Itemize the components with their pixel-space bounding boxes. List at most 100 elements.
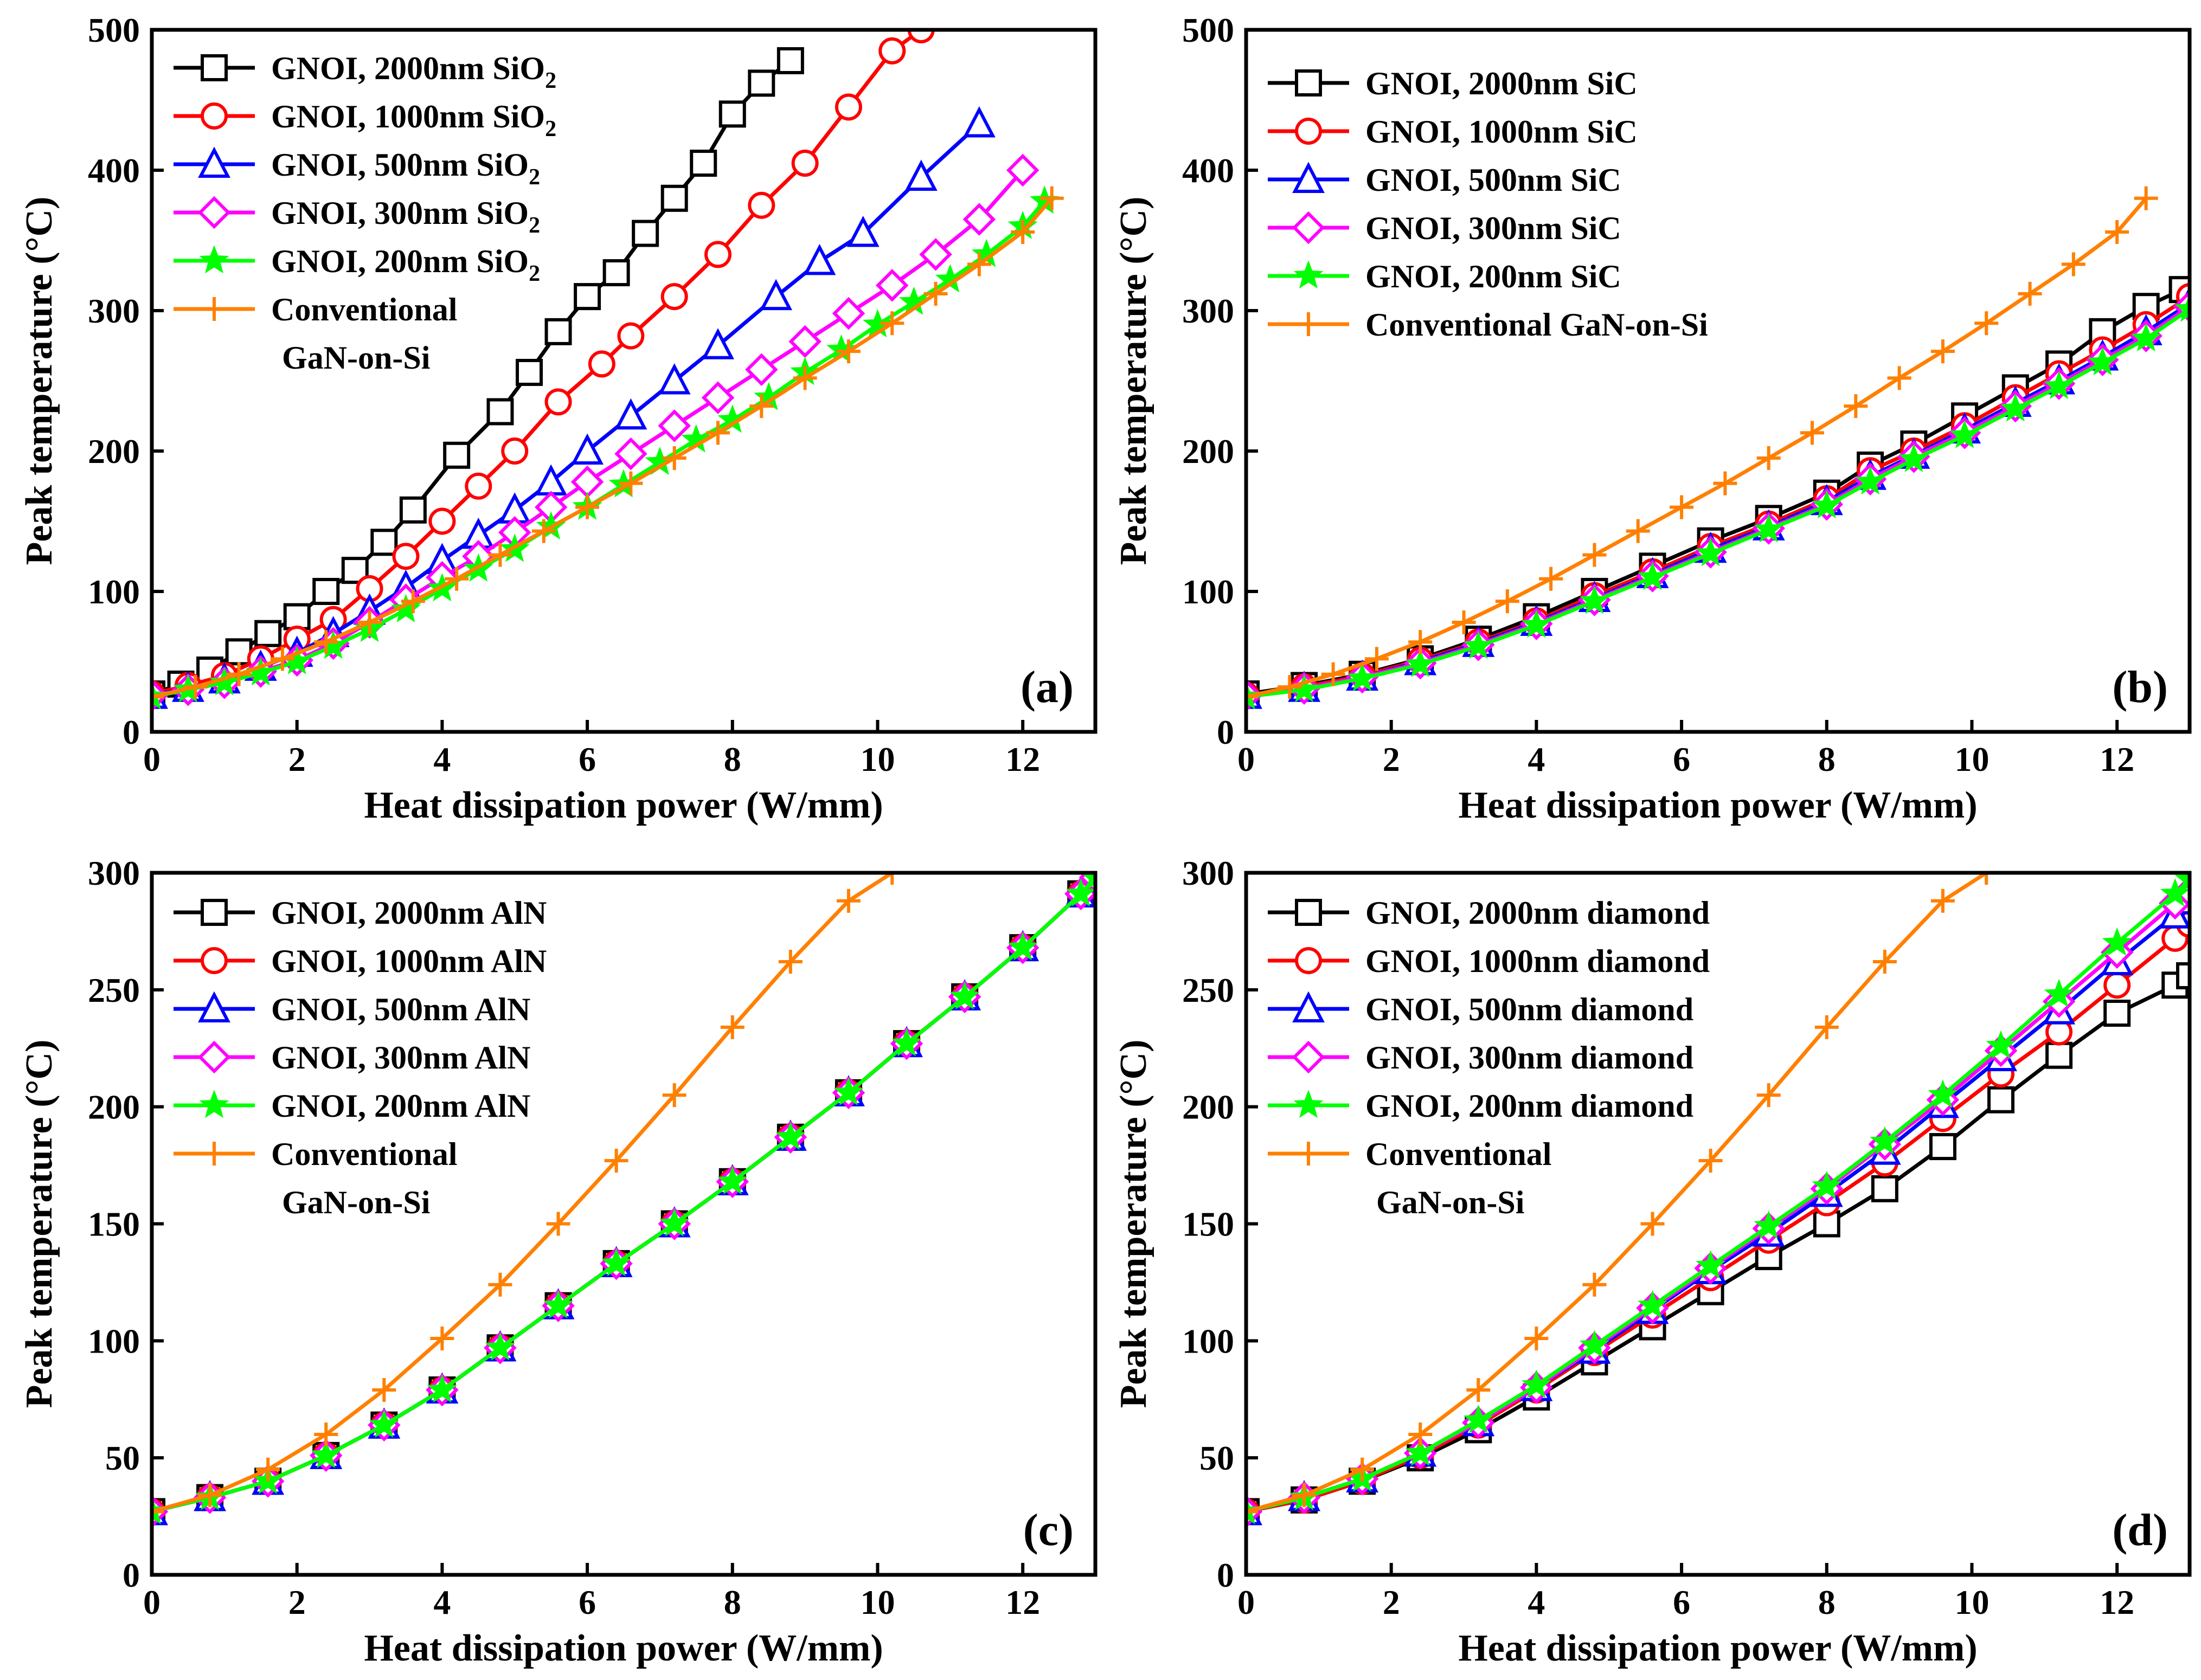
data-point <box>546 1212 570 1236</box>
data-point <box>531 519 556 543</box>
x-tick-label: 0 <box>143 1583 161 1621</box>
data-point <box>659 1208 690 1237</box>
legend-item: GNOI, 2000nm SiO2 <box>174 50 556 93</box>
data-point <box>1696 538 1725 567</box>
data-point <box>846 216 880 247</box>
legend-label: GNOI, 1000nm SiO2 <box>271 99 556 141</box>
legend-label: GNOI, 500nm SiO2 <box>271 147 540 190</box>
y-tick-label: 500 <box>1182 11 1234 49</box>
data-point <box>1582 1272 1607 1297</box>
data-point <box>1350 1457 1375 1482</box>
y-tick-label: 400 <box>88 151 140 190</box>
data-point <box>803 243 836 275</box>
y-tick-label: 200 <box>1182 432 1234 471</box>
data-point <box>878 37 906 65</box>
legend-item: GNOI, 500nm SiC <box>1268 162 1621 198</box>
data-point <box>2105 220 2129 244</box>
data-point <box>1756 446 1781 470</box>
data-point <box>601 1248 631 1277</box>
data-point <box>614 398 647 430</box>
data-point <box>2061 252 2086 276</box>
legend-marker <box>1293 1090 1324 1118</box>
data-point <box>1495 589 1519 614</box>
data-point <box>485 1332 515 1361</box>
data-point <box>256 1457 280 1482</box>
data-point <box>209 667 240 696</box>
data-point <box>1246 1499 1258 1524</box>
data-point <box>836 339 861 364</box>
data-point <box>1638 562 1667 590</box>
legend-item: GNOI, 300nm SiO2 <box>174 195 540 238</box>
x-tick-label: 12 <box>1005 740 1040 778</box>
legend-item: GNOI, 300nm diamond <box>1268 1040 1693 1076</box>
data-point <box>748 191 775 219</box>
series-5 <box>152 873 1095 1524</box>
y-tick-label: 50 <box>1199 1439 1234 1477</box>
data-point <box>775 1121 806 1150</box>
y-tick-label: 150 <box>88 1205 140 1244</box>
data-point <box>760 279 793 311</box>
legend-label: GNOI, 2000nm SiO2 <box>271 50 556 93</box>
data-point <box>2000 393 2031 422</box>
data-point <box>2174 293 2190 322</box>
legend-marker <box>1295 899 1322 926</box>
data-point <box>919 238 952 271</box>
data-point <box>1463 630 1493 659</box>
legend-marker <box>201 899 228 926</box>
legend-item: GNOI, 2000nm AlN <box>174 895 547 931</box>
data-point <box>706 421 730 445</box>
data-point <box>1813 1210 1840 1238</box>
y-tick-label: 400 <box>1182 151 1234 190</box>
data-point <box>443 441 471 469</box>
data-point <box>1347 662 1377 691</box>
data-point <box>778 950 803 974</box>
axes-frame <box>150 28 1098 734</box>
x-tick-label: 10 <box>1954 740 1989 778</box>
data-point <box>1466 1378 1491 1402</box>
data-point <box>2103 971 2131 999</box>
x-axis-title: Heat dissipation power (W/mm) <box>1458 1627 1977 1669</box>
series-5 <box>1246 293 2190 710</box>
data-point <box>1582 543 1607 567</box>
y-tick-label: 200 <box>1182 1088 1234 1127</box>
data-point <box>428 507 456 535</box>
data-point <box>588 350 615 378</box>
legend-marker <box>197 196 231 229</box>
series-6 <box>1246 186 2158 709</box>
data-point <box>357 610 382 634</box>
legend-label: Conventional GaN-on-Si <box>1365 307 1708 343</box>
y-tick-label: 0 <box>1217 713 1234 751</box>
data-point <box>662 1083 686 1108</box>
y-tick-label: 200 <box>88 432 140 471</box>
x-tick-label: 12 <box>2100 740 2134 778</box>
data-point <box>1855 466 1885 495</box>
data-point <box>836 889 861 913</box>
chart-panel-3: 0 2 4 6 8 10 12 0 50 100 150 200 250 300 Heat dissipat… <box>18 854 1098 1669</box>
data-point <box>1524 1327 1549 1351</box>
data-point <box>835 93 862 121</box>
legend-label: GNOI, 200nm diamond <box>1365 1088 1693 1124</box>
y-tick-label: 300 <box>1182 854 1234 892</box>
y-tick-label: 50 <box>105 1439 140 1477</box>
legend-marker <box>1295 947 1322 974</box>
x-tick-label: 10 <box>860 1583 895 1621</box>
y-axis-title: Peak temperature (°C) <box>1113 197 1154 565</box>
x-tick-label: 4 <box>1528 1583 1545 1621</box>
legend-item: GNOI, 500nm SiO2 <box>174 146 540 190</box>
series-line <box>1246 878 2190 1514</box>
data-point <box>183 675 208 699</box>
legend: GNOI, 2000nm SiO2 GNOI, 1000nm SiO2 GNOI, … <box>174 50 556 376</box>
data-point <box>2174 873 2190 893</box>
legend-item: GNOI, 2000nm SiC <box>1268 66 1638 101</box>
legend-label: Conventional <box>271 1136 457 1172</box>
y-tick-label: 150 <box>1182 1205 1234 1244</box>
data-point <box>1754 1210 1784 1239</box>
data-point <box>2176 962 2190 989</box>
data-point <box>1800 421 1824 445</box>
legend-item: GNOI, 200nm SiC <box>1268 259 1621 294</box>
legend-label-line2: GaN-on-Si <box>1376 1185 1524 1220</box>
data-point <box>1713 471 1737 495</box>
x-tick-label: 8 <box>724 740 741 778</box>
data-point <box>617 322 645 350</box>
data-point <box>486 398 514 426</box>
